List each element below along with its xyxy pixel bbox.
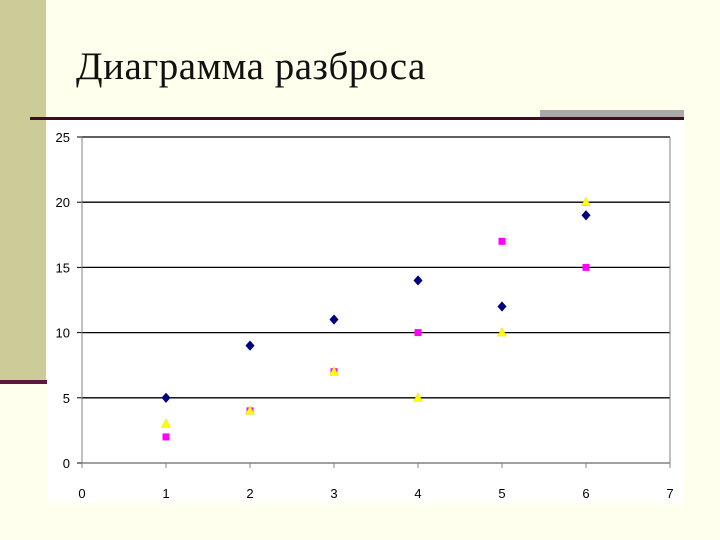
point-s2-5 — [498, 237, 506, 245]
point-s1-6 — [581, 210, 591, 221]
title-rule — [30, 117, 684, 120]
x-tick-label-1: 1 — [162, 486, 169, 501]
data-point-layer — [161, 196, 591, 441]
point-s3-3 — [329, 366, 339, 376]
point-s1-1 — [161, 392, 171, 403]
point-s2-4 — [414, 329, 422, 337]
title-rule-accent — [540, 110, 684, 118]
point-s2-1 — [162, 433, 170, 441]
x-tick-label-2: 2 — [246, 486, 253, 501]
y-tick-label-25: 25 — [56, 130, 70, 145]
point-s1-4 — [413, 275, 423, 286]
x-tick-label-4: 4 — [414, 486, 421, 501]
point-s3-4 — [413, 392, 423, 402]
point-s3-5 — [497, 327, 507, 337]
point-s1-5 — [497, 301, 507, 312]
x-tick-label-5: 5 — [498, 486, 505, 501]
grid-layer — [82, 136, 670, 464]
point-s3-1 — [161, 418, 171, 428]
slide-side-bar — [0, 0, 46, 382]
y-tick-label-5: 5 — [63, 391, 70, 406]
y-tick-label-15: 15 — [56, 260, 70, 275]
tick-label-layer: 0 5 10 15 20 25 0 1 2 3 4 5 6 7 — [56, 130, 674, 501]
y-tick-label-20: 20 — [56, 195, 70, 210]
point-s3-6 — [581, 196, 591, 206]
x-tick-label-7: 7 — [666, 486, 673, 501]
x-tick-label-6: 6 — [582, 486, 589, 501]
point-s1-2 — [245, 340, 255, 351]
axis-layer — [77, 136, 671, 468]
y-tick-label-10: 10 — [56, 326, 70, 341]
side-bar-edge — [0, 380, 50, 384]
point-s1-3 — [329, 314, 339, 325]
x-tick-label-0: 0 — [78, 486, 85, 501]
chart-panel — [47, 120, 684, 503]
x-tick-label-3: 3 — [330, 486, 337, 501]
point-s3-2 — [245, 405, 255, 415]
point-s2-6 — [582, 263, 590, 271]
y-tick-label-0: 0 — [63, 456, 70, 471]
slide-title: Диаграмма разброса — [76, 45, 426, 88]
